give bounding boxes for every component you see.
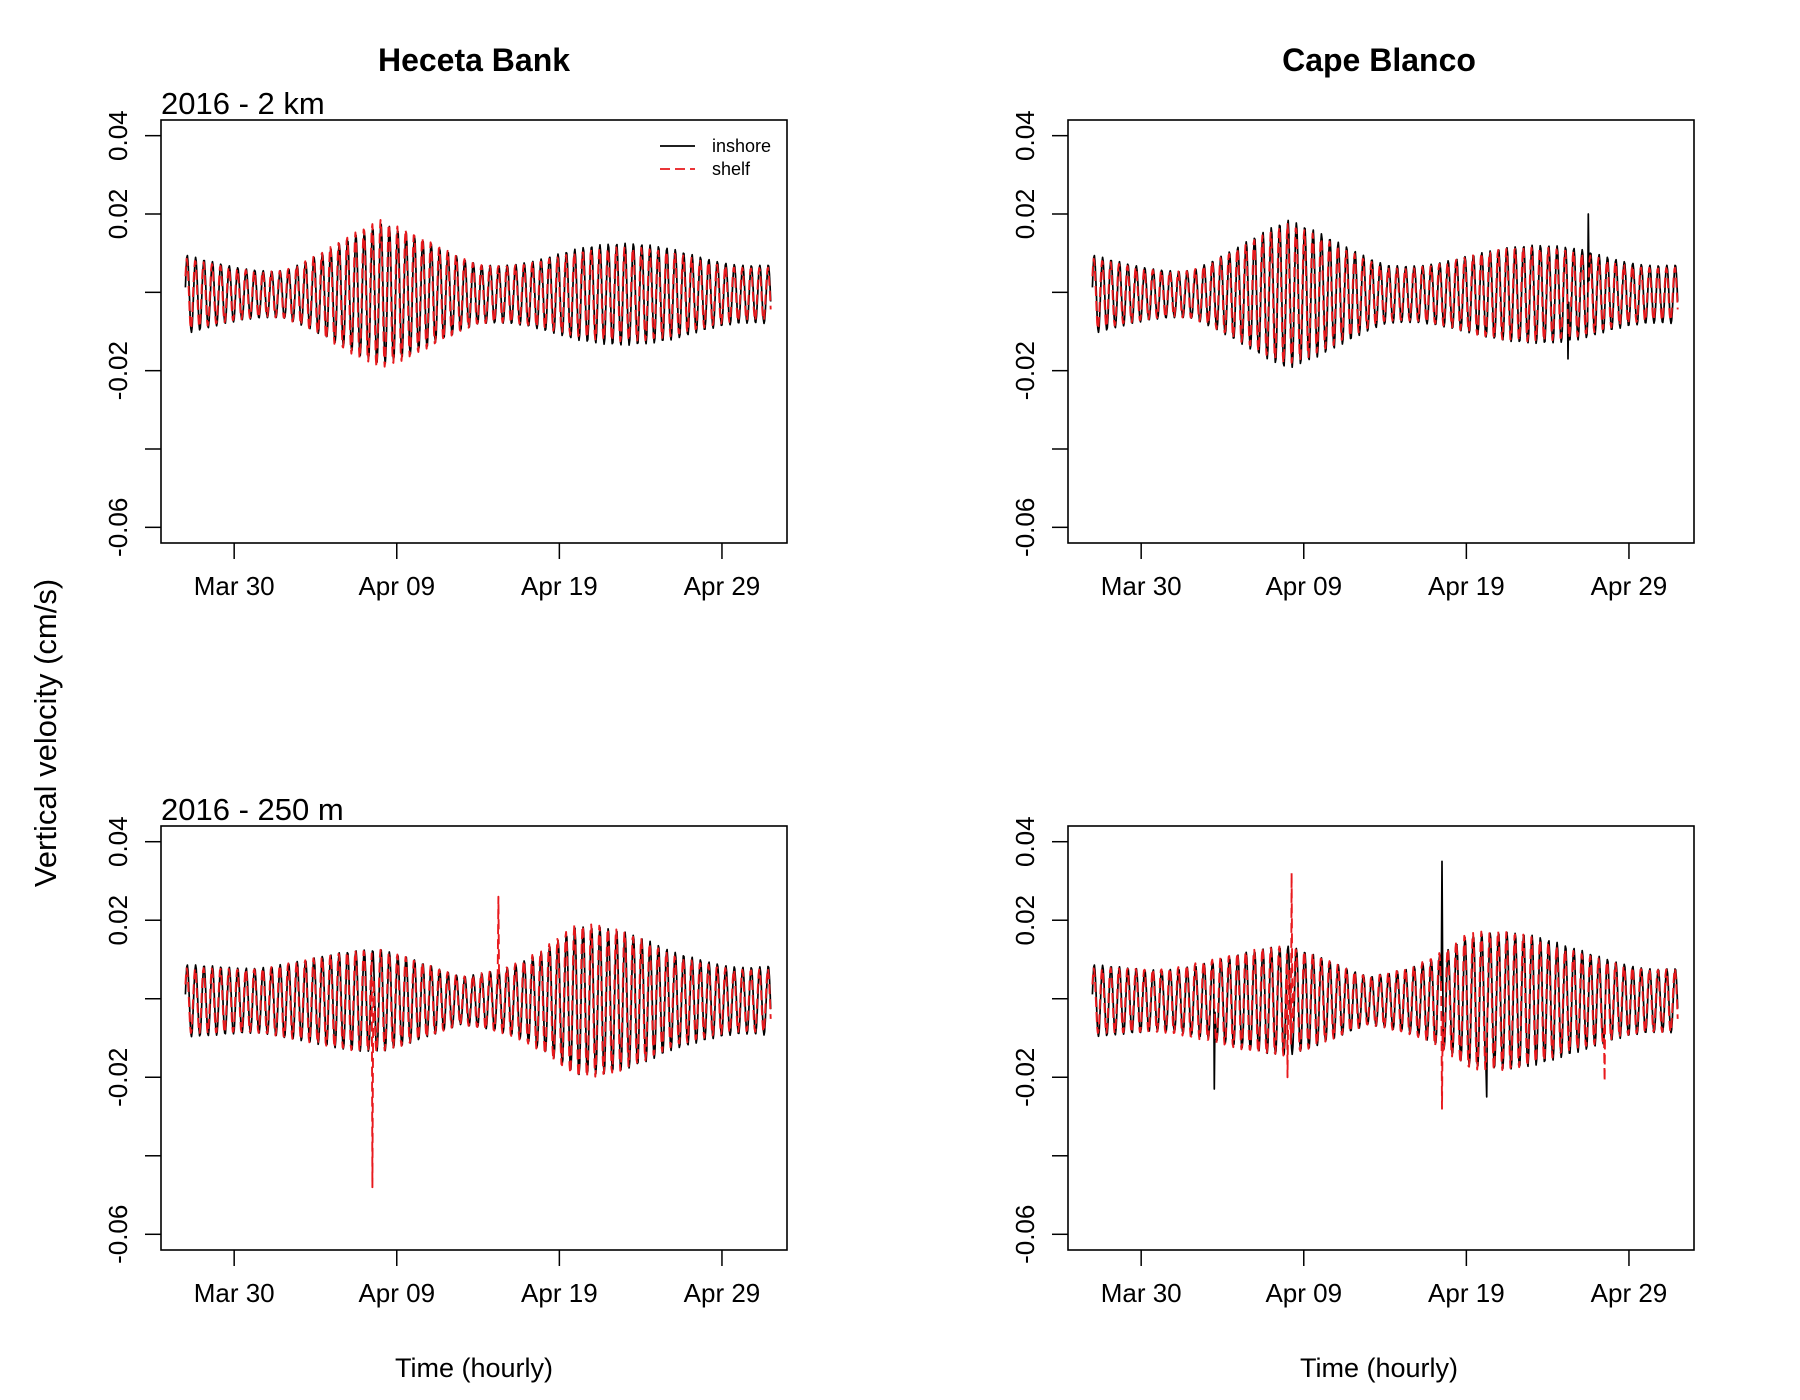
panel-top-right: 0.04 0.02 -0.02 -0.06 Mar 30 Apr 09 Apr 19 Apr … [1010,110,1695,601]
x-axis-label-left: Time (hourly) [395,1353,553,1383]
x-tick-label: Apr 29 [684,571,761,601]
x-tick-label: Mar 30 [194,1278,275,1308]
panel-bottom-right: 0.04 0.02 -0.02 -0.06 Mar 30 Apr 09 Apr 19 Apr … [1010,816,1695,1308]
y-tick-label: 0.02 [103,895,133,946]
series-shelf-line [184,219,772,368]
y-tick-label: 0.04 [1010,110,1040,161]
y-tick-label: 0.02 [1010,895,1040,946]
y-tick-label: -0.06 [103,498,133,557]
plot-frame [160,825,788,1251]
x-axis-label-right: Time (hourly) [1300,1353,1458,1383]
x-tick-label: Apr 09 [358,1278,435,1308]
panel-label-top: 2016 - 2 km [161,86,325,121]
plot-frame [1067,825,1695,1251]
series-shelf-line [1091,222,1679,365]
x-tick-label: Apr 29 [1591,571,1668,601]
legend-label-shelf: shelf [712,159,751,179]
y-tick-label: -0.02 [103,1048,133,1107]
series-inshore-line [184,926,772,1076]
y-tick-label: -0.02 [103,341,133,400]
plot-frame [160,119,788,544]
x-tick-label: Mar 30 [1101,1278,1182,1308]
x-tick-label: Apr 09 [1265,571,1342,601]
legend: inshore shelf [660,136,771,179]
y-tick-label: 0.04 [1010,816,1040,867]
x-tick-label: Apr 09 [358,571,435,601]
y-tick-label: 0.02 [1010,189,1040,240]
x-tick-label: Mar 30 [1101,571,1182,601]
x-tick-label: Apr 29 [1591,1278,1668,1308]
x-tick-label: Apr 19 [521,1278,598,1308]
x-tick-label: Apr 19 [521,571,598,601]
column-title-cape-blanco: Cape Blanco [1282,42,1476,78]
y-tick-label: 0.04 [103,110,133,161]
series-shelf-line [1091,872,1679,1110]
y-tick-label: 0.02 [103,189,133,240]
panel-label-bottom: 2016 - 250 m [161,792,344,827]
legend-label-inshore: inshore [712,136,771,156]
panel-top-left: 0.04 0.02 -0.02 -0.06 Mar 30 Apr 09 Apr 19 Apr … [103,110,788,601]
y-tick-label: -0.06 [1010,498,1040,557]
series-shelf-line [184,895,772,1189]
column-title-heceta-bank: Heceta Bank [378,42,570,78]
panel-bottom-left: 0.04 0.02 -0.02 -0.06 Mar 30 Apr 09 Apr 19 Apr … [103,816,788,1308]
y-tick-label: -0.06 [103,1205,133,1264]
y-tick-label: -0.06 [1010,1205,1040,1264]
y-tick-label: 0.04 [103,816,133,867]
y-tick-label: -0.02 [1010,341,1040,400]
plot-frame [1067,119,1695,544]
y-tick-label: -0.02 [1010,1048,1040,1107]
x-tick-label: Apr 19 [1428,1278,1505,1308]
x-tick-label: Apr 09 [1265,1278,1342,1308]
x-tick-label: Apr 29 [684,1278,761,1308]
x-tick-label: Apr 19 [1428,571,1505,601]
y-axis-label: Vertical velocity (cm/s) [28,579,63,887]
x-tick-label: Mar 30 [194,571,275,601]
